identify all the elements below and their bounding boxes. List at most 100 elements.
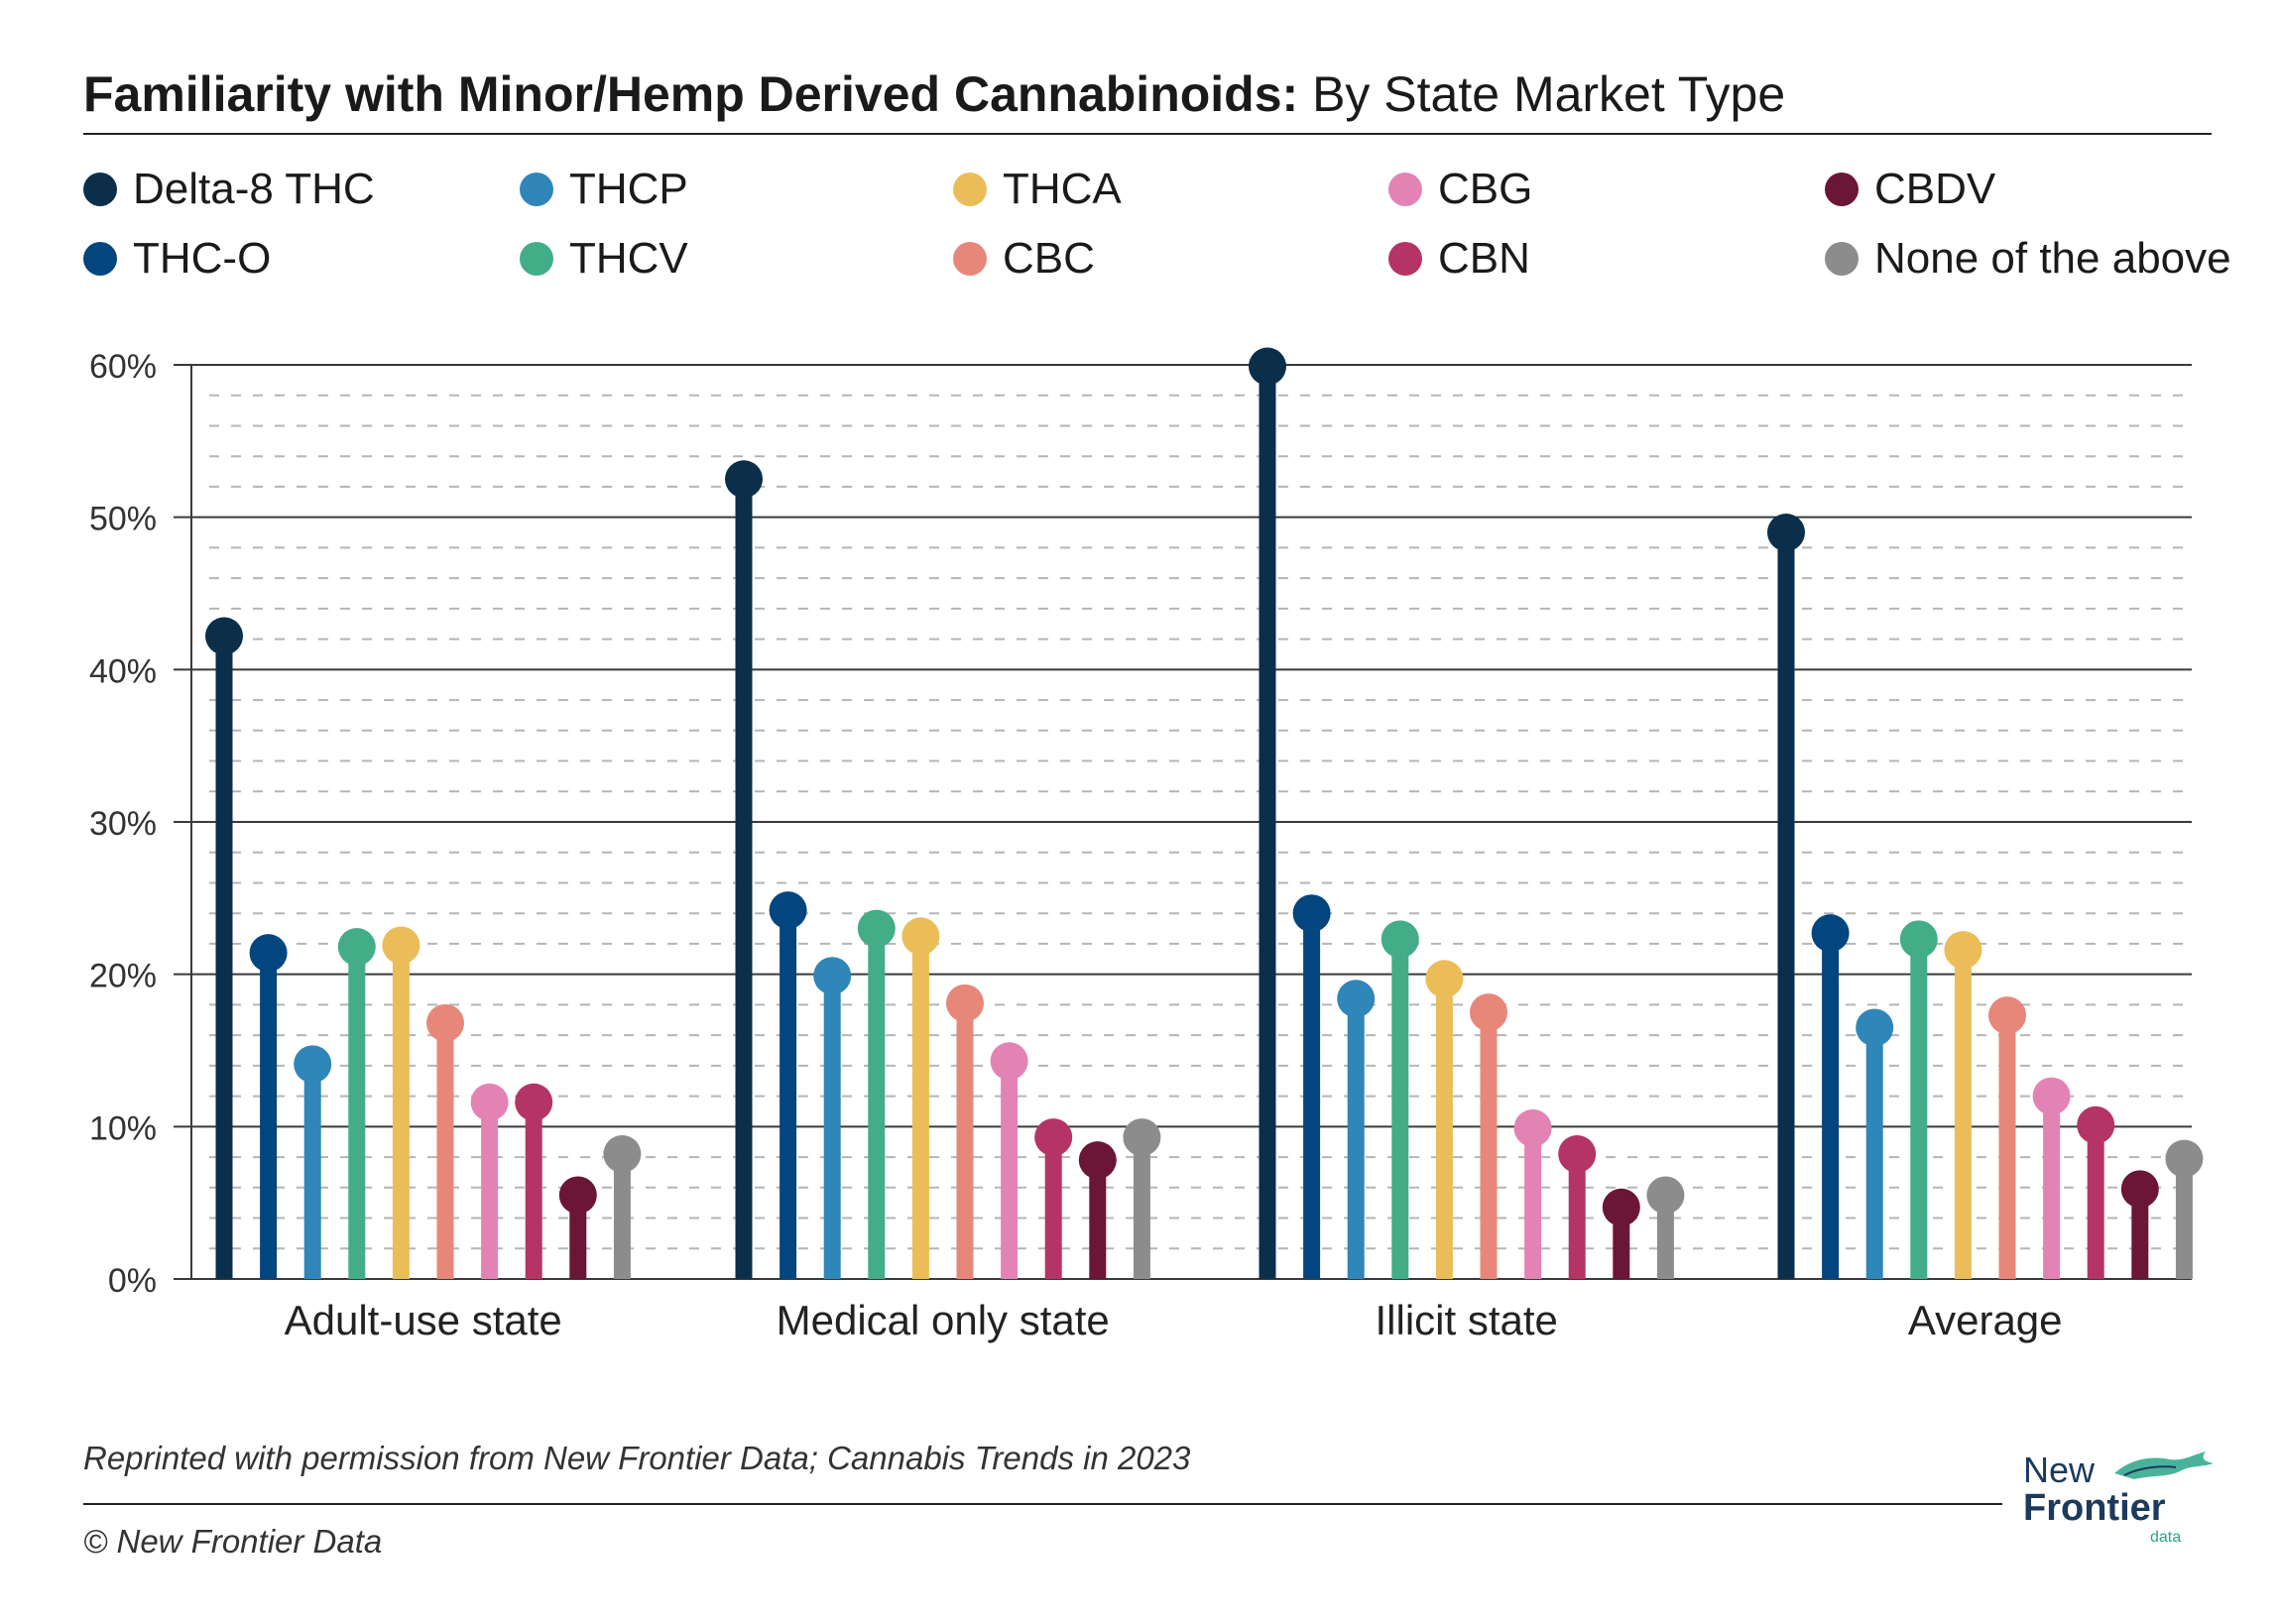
legend-label: CBDV: [1874, 165, 1996, 213]
chart-title-subtitle: By State Market Type: [1298, 66, 1786, 122]
lollipop-point: [1292, 894, 1331, 933]
lollipop-point: [2032, 1077, 2071, 1115]
lollipop-stem: [1480, 1012, 1498, 1279]
lollipop-stem: [956, 1002, 974, 1279]
lollipop-stem: [260, 953, 278, 1279]
legend-swatch: [953, 173, 987, 206]
lollipop-stem: [1822, 933, 1840, 1279]
legend-label: CBC: [1003, 234, 1095, 283]
legend-swatch: [953, 242, 987, 276]
lollipop-stem: [1954, 950, 1972, 1279]
chart-title: Familiarity with Minor/Hemp Derived Cann…: [83, 65, 1785, 123]
lollipop-stem: [613, 1153, 631, 1279]
y-tick-label: 40%: [89, 652, 157, 690]
legend-swatch: [1388, 173, 1422, 206]
legend-item: THCV: [520, 234, 688, 284]
lollipop-stem: [735, 479, 753, 1279]
lollipop-point: [205, 617, 243, 655]
legend-label: Delta-8 THC: [133, 165, 375, 213]
legend-label: THC-O: [133, 234, 272, 283]
lollipop-point: [1381, 920, 1419, 959]
lollipop-point: [1856, 1008, 1894, 1047]
lollipop-point: [1646, 1176, 1685, 1215]
lollipop-point: [249, 934, 288, 973]
lollipop-point: [1513, 1108, 1552, 1147]
lollipop-stem: [1777, 532, 1795, 1279]
lollipop-stem: [1347, 998, 1365, 1279]
legend-item: THCA: [953, 165, 1122, 214]
chart-legend: Delta-8 THC THCP THCA CBG CBDV THC-O THCV CBC CB…: [83, 165, 2231, 303]
lollipop-point: [1123, 1118, 1161, 1157]
x-category-label: Illicit state: [1376, 1297, 1558, 1343]
lollipop-point: [901, 917, 940, 956]
legend-item: THCP: [520, 165, 688, 214]
lollipop-point: [946, 984, 984, 1022]
lollipop-stem: [868, 928, 886, 1279]
y-tick-label: 60%: [89, 348, 157, 386]
legend-item: CBDV: [1825, 165, 1995, 214]
lollipop-stem: [392, 945, 410, 1279]
lollipop-stem: [1391, 939, 1409, 1279]
lollipop-point: [1944, 931, 1982, 970]
lollipop-stem: [215, 636, 233, 1279]
lollipop-stem: [1133, 1137, 1150, 1279]
lollipop-point: [382, 926, 420, 965]
lollipop-point: [1425, 960, 1464, 998]
lollipop-stem: [911, 936, 929, 1279]
lollipop-point: [2120, 1170, 2159, 1209]
legend-swatch: [1825, 242, 1859, 276]
lollipop-stem: [2087, 1124, 2104, 1279]
lollipop-stem: [1303, 913, 1321, 1279]
lollipop-stem: [348, 947, 366, 1279]
lollipop-stem: [436, 1022, 454, 1279]
lollipop-point: [813, 957, 852, 995]
lollipop-point: [1558, 1134, 1597, 1173]
lollipop-stem: [1001, 1061, 1019, 1279]
lollipop-point: [1078, 1141, 1117, 1180]
lollipop-point: [603, 1134, 642, 1173]
legend-swatch: [1825, 173, 1859, 206]
lollipop-stem: [2131, 1189, 2149, 1279]
y-tick-label: 0%: [108, 1262, 157, 1300]
logo-word-frontier: Frontier: [2023, 1487, 2166, 1529]
y-tick-label: 50%: [89, 501, 157, 538]
lollipop-stem: [1435, 979, 1453, 1279]
lollipop-point: [725, 460, 763, 499]
x-category-label: Medical only state: [777, 1297, 1110, 1343]
lollipop-point: [1811, 914, 1850, 953]
lollipop-point: [1767, 514, 1805, 552]
legend-swatch: [520, 173, 553, 206]
lollipop-stem: [1568, 1153, 1586, 1279]
chart-title-bold: Familiarity with Minor/Hemp Derived Cann…: [83, 66, 1299, 122]
footer-divider: [83, 1503, 2002, 1505]
lollipop-point: [1249, 347, 1286, 386]
y-tick-label: 20%: [89, 958, 157, 995]
lollipop-stem: [1259, 366, 1276, 1280]
lollipop-point: [1470, 993, 1507, 1032]
lollipop-stem: [481, 1102, 499, 1279]
lollipop-point: [515, 1083, 553, 1121]
lollipop-stem: [2043, 1096, 2061, 1279]
legend-item: None of the above: [1825, 234, 2231, 284]
lollipop-point: [1034, 1118, 1073, 1157]
lollipop-point: [337, 928, 376, 967]
lollipop-stem: [780, 910, 797, 1279]
lollipop-stem: [1089, 1160, 1107, 1279]
horse-icon: [2114, 1451, 2214, 1479]
logo-word-data: data: [2150, 1529, 2182, 1546]
legend-label: THCA: [1003, 165, 1122, 213]
y-tick-label: 10%: [89, 1109, 157, 1147]
legend-item: CBC: [953, 234, 1095, 284]
lollipop-point: [426, 1003, 464, 1042]
lollipop-point: [769, 891, 807, 930]
lollipop-stem: [1998, 1015, 2016, 1279]
source-footnote: Reprinted with permission from New Front…: [83, 1440, 1191, 1476]
lollipop-stem: [525, 1102, 542, 1279]
lollipop-stem: [1865, 1027, 1883, 1279]
logo-word-new: New: [2023, 1450, 2096, 1490]
legend-item: THC-O: [83, 234, 271, 284]
new-frontier-logo: New Frontier data: [2023, 1450, 2221, 1549]
legend-label: THCV: [569, 234, 688, 283]
legend-item: CBG: [1388, 165, 1532, 214]
